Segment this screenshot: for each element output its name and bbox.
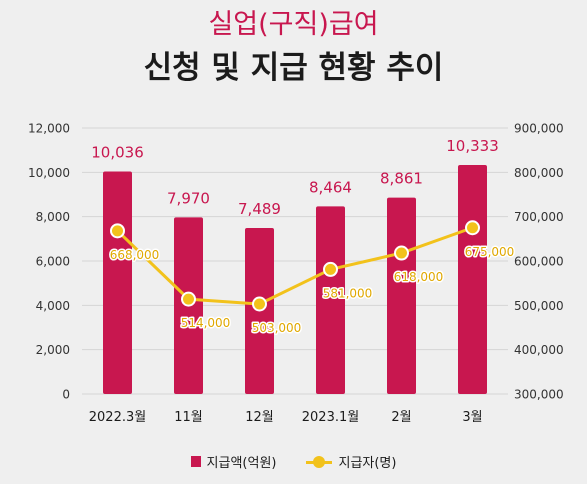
bar-value-label: 10,036: [91, 144, 144, 162]
y-right-tick-label: 600,000: [514, 255, 564, 269]
bar-value-label: 10,333: [446, 137, 499, 155]
line-value-label-halo: 581,000: [323, 286, 373, 300]
bar-value-label: 8,464: [309, 178, 352, 196]
y-left-tick-label: 0: [62, 388, 70, 402]
x-tick-label: 2월: [391, 410, 411, 425]
line-value-label-halo: 503,000: [252, 321, 302, 335]
y-right-tick-label: 700,000: [514, 210, 564, 224]
recipients-line: [116, 226, 474, 306]
bar-value-label: 8,861: [380, 170, 423, 188]
bar: [316, 206, 345, 394]
y-left-tick-label: 8,000: [36, 210, 70, 224]
line-point: [394, 245, 409, 261]
line-value-label-halo: 675,000: [465, 245, 515, 259]
line-value-label: 668,000: [110, 248, 160, 262]
legend-label-recipients: 지급자(명): [338, 456, 397, 471]
x-tick-label: 3월: [462, 410, 482, 425]
legend-line-swatch: [306, 455, 333, 468]
y-right-tick-label: 500,000: [514, 299, 564, 313]
y-right-tick-label: 400,000: [514, 343, 564, 357]
bar: [103, 171, 132, 394]
line-value-label-halo: 618,000: [394, 270, 444, 284]
line-value-label: 514,000: [181, 316, 231, 330]
bar-value-label: 7,489: [238, 200, 281, 218]
chart-legend: 지급액(억원) 지급자(명): [0, 452, 587, 471]
chart-title-line1: 실업(구직)급여: [208, 9, 379, 40]
legend-bar-swatch: [190, 456, 201, 467]
y-left-tick-label: 6,000: [36, 255, 70, 269]
line-point: [465, 220, 480, 236]
line-value-label: 581,000: [323, 286, 373, 300]
bar-value-label: 7,970: [167, 189, 210, 207]
x-tick-label: 11월: [174, 410, 203, 425]
y-right-tick-label: 900,000: [514, 122, 564, 136]
line-value-label: 675,000: [465, 245, 515, 259]
y-right-tick-label: 800,000: [514, 166, 564, 180]
line-value-label: 503,000: [252, 321, 302, 335]
y-left-tick-label: 10,000: [28, 166, 70, 180]
y-left-tick-label: 2,000: [36, 343, 70, 357]
line-value-label: 618,000: [394, 270, 444, 284]
legend-item-amount: 지급액(억원): [190, 452, 277, 471]
legend-item-recipients: 지급자(명): [306, 452, 396, 471]
line-point: [323, 261, 338, 277]
y-left-tick-label: 12,000: [28, 122, 70, 136]
chart-title-line2: 신청 및 지급 현황 추이: [143, 50, 444, 86]
y-left-tick-label: 4,000: [36, 299, 70, 313]
line-point: [181, 291, 196, 307]
y-right-tick-label: 300,000: [514, 388, 564, 402]
line-point: [110, 223, 125, 239]
line-value-label-halo: 668,000: [110, 248, 160, 262]
legend-label-amount: 지급액(억원): [206, 456, 277, 471]
x-tick-label: 2023.1월: [302, 410, 359, 425]
line-value-label-halo: 514,000: [181, 316, 231, 330]
x-tick-label: 12월: [245, 410, 274, 425]
bar: [387, 197, 416, 394]
bar: [458, 164, 487, 394]
x-tick-label: 2022.3월: [89, 410, 146, 425]
line-point: [252, 296, 267, 312]
